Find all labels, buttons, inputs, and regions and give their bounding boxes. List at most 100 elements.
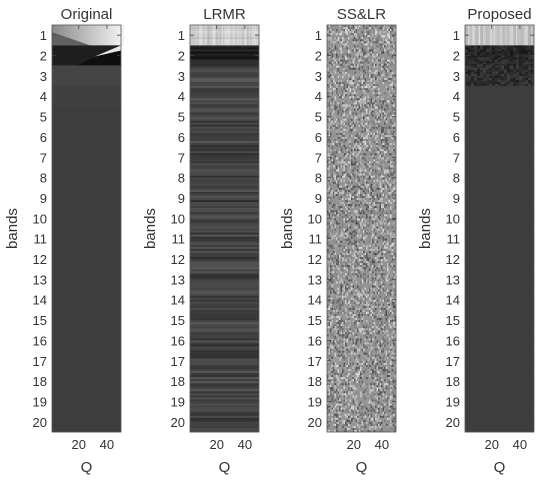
cell (385, 309, 388, 313)
cell (337, 238, 340, 241)
cell (385, 167, 388, 170)
cell (372, 311, 374, 315)
cell (336, 259, 338, 262)
cell (358, 49, 361, 52)
cell (367, 224, 370, 227)
cell (190, 65, 259, 69)
cell (358, 204, 361, 207)
cell (376, 126, 379, 129)
cell (382, 273, 385, 276)
cell (388, 165, 391, 168)
cell (336, 90, 338, 93)
cell (381, 128, 383, 131)
cell (384, 202, 386, 205)
cell (340, 336, 343, 339)
cell (361, 230, 364, 233)
cell (336, 377, 338, 380)
cell (364, 55, 367, 58)
cell (394, 161, 397, 164)
cell (351, 81, 353, 85)
cell (349, 259, 352, 262)
cell (343, 136, 346, 140)
cell (333, 299, 335, 302)
cell (394, 90, 397, 93)
cell (333, 122, 335, 125)
cell (327, 222, 329, 225)
cell (393, 273, 395, 276)
cell (363, 57, 365, 60)
cell (376, 120, 379, 123)
cell (333, 210, 335, 213)
cell (394, 252, 397, 256)
cell (331, 206, 334, 209)
cell (190, 202, 259, 205)
cell (327, 81, 329, 85)
cell (376, 214, 379, 217)
cell (355, 320, 358, 323)
cell (363, 265, 365, 268)
cell (361, 261, 364, 264)
cell (369, 328, 371, 331)
cell (327, 53, 329, 56)
cell (361, 65, 364, 68)
cell (331, 106, 334, 109)
cell (337, 106, 340, 109)
cell (387, 342, 389, 345)
cell (352, 33, 355, 36)
cell (355, 27, 358, 30)
cell (345, 193, 347, 197)
cell (388, 377, 391, 380)
cell (331, 59, 334, 62)
cell (337, 169, 340, 172)
cell (330, 53, 332, 56)
cell (345, 309, 347, 313)
cell (333, 153, 335, 156)
cell (355, 110, 358, 113)
cell (357, 140, 359, 144)
cell (343, 305, 346, 308)
cell (345, 177, 347, 180)
cell (376, 65, 379, 68)
cell (357, 169, 359, 172)
cell (373, 84, 376, 87)
cell (340, 33, 343, 36)
cell (345, 69, 347, 72)
cell (345, 136, 347, 140)
cell (385, 31, 388, 34)
cell (52, 167, 121, 189)
cell (394, 41, 397, 44)
cell (343, 334, 346, 337)
cell (328, 222, 331, 225)
cell (354, 98, 356, 101)
cell (352, 204, 355, 207)
cell (381, 35, 383, 38)
cell (385, 104, 388, 107)
cell (349, 79, 352, 83)
cell (376, 364, 379, 367)
cell (331, 122, 334, 125)
cell (352, 332, 355, 335)
cell (355, 234, 358, 237)
cell (333, 45, 335, 48)
cell (327, 377, 329, 380)
cell (328, 214, 331, 217)
cell (391, 267, 394, 270)
cell (369, 269, 371, 272)
cell (384, 259, 386, 262)
cell (328, 79, 331, 83)
cell (343, 45, 346, 48)
cell (336, 92, 338, 95)
cell (343, 364, 346, 367)
cell (351, 375, 353, 378)
cell (360, 102, 362, 105)
cell (378, 263, 380, 266)
cell (352, 295, 355, 298)
cell (340, 383, 343, 386)
cell (390, 130, 392, 133)
cell (375, 177, 377, 180)
cell (331, 236, 334, 239)
cell (390, 165, 392, 168)
cell (391, 183, 394, 186)
cell (342, 303, 344, 306)
cell (384, 256, 386, 260)
